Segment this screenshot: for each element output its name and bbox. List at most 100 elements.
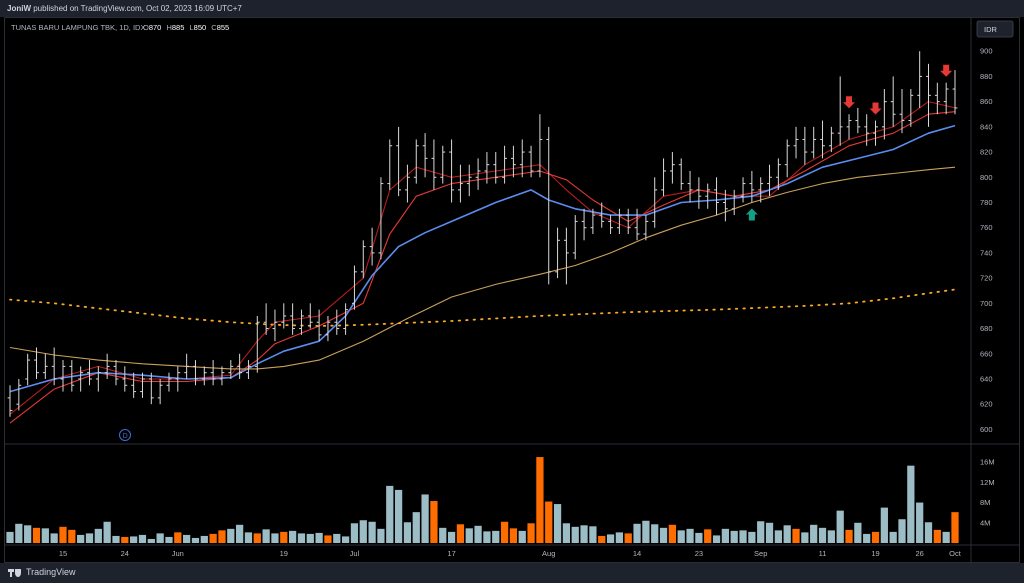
volume-bar xyxy=(571,526,579,543)
ohlc-bar xyxy=(767,164,772,197)
price-tick-label: 860 xyxy=(980,97,993,106)
volume-bar xyxy=(447,531,456,543)
price-axis: 600 620 640 660 680 700 720 740 760 780 800 820 840 8… xyxy=(980,47,993,434)
tradingview-logo-icon xyxy=(8,568,22,577)
volume-bar xyxy=(615,532,624,543)
ohlc-bar xyxy=(740,177,746,203)
legend-high-key: H xyxy=(166,23,171,32)
ohlc-bar xyxy=(369,227,375,266)
volume-bar xyxy=(704,529,712,543)
volume-bar xyxy=(774,530,782,543)
ohlc-bar xyxy=(237,353,243,379)
volume-bar xyxy=(244,532,253,543)
ohlc-bar xyxy=(890,76,896,127)
chart-canvas[interactable]: TUNAS BARU LAMPUNG TBK, 1D, IDX O870 H88… xyxy=(5,18,1019,562)
time-tick-label: 11 xyxy=(819,549,827,558)
ohlc-bar xyxy=(493,152,499,184)
volume-bar xyxy=(589,526,597,543)
volume-bar xyxy=(757,521,765,543)
ohlc-bar xyxy=(201,366,207,386)
ohlc-bar xyxy=(219,366,225,386)
volume-bar xyxy=(341,536,350,543)
price-tick-label: 840 xyxy=(980,122,993,131)
volume-bar xyxy=(68,529,76,543)
volume-bar xyxy=(333,533,341,543)
volume-bar xyxy=(739,530,747,543)
ohlc-bar xyxy=(263,303,269,335)
volume-bar xyxy=(633,523,641,543)
volume-bar xyxy=(236,524,244,543)
author-name[interactable]: JoniW xyxy=(7,4,31,13)
price-tick-label: 660 xyxy=(980,349,993,358)
price-tick-label: 700 xyxy=(980,299,993,308)
volume-bar xyxy=(606,534,615,543)
volume-bar xyxy=(695,532,703,543)
volume-bar xyxy=(377,528,385,543)
dividend-marker[interactable]: D xyxy=(119,429,131,441)
ohlc-bar xyxy=(343,303,349,335)
price-tick-label: 900 xyxy=(980,47,993,56)
dividend-marker-circle[interactable] xyxy=(119,429,131,441)
ohlc-bar xyxy=(555,227,560,279)
dividend-marker-label[interactable]: D xyxy=(123,433,128,440)
volume-bar xyxy=(227,528,235,543)
ohlc-bar xyxy=(793,126,799,159)
time-tick-label: 23 xyxy=(695,549,703,558)
ohlc-bar xyxy=(458,164,463,203)
ohlc-bar xyxy=(502,145,507,184)
volume-bar xyxy=(916,502,924,543)
volume-bar xyxy=(721,528,729,543)
ohlc-bar xyxy=(25,353,31,386)
price-tick-label: 800 xyxy=(980,173,993,182)
price-tick-label: 640 xyxy=(980,374,993,383)
volume-bar xyxy=(183,534,191,543)
price-tick-label: 720 xyxy=(980,274,993,283)
ohlc-bar xyxy=(157,378,163,405)
ohlc-bar xyxy=(405,164,410,203)
ohlc-bars xyxy=(7,51,958,417)
volume-bar xyxy=(218,530,226,543)
volume-bar xyxy=(456,524,465,543)
ohlc-bar xyxy=(246,360,251,379)
ohlc-bar xyxy=(599,202,605,228)
volume-bar xyxy=(174,532,182,543)
volume-tick-label: 16M xyxy=(980,458,995,467)
volume-bar xyxy=(527,523,535,543)
ohlc-bar xyxy=(616,208,622,234)
ohlc-bar xyxy=(952,70,958,115)
ohlc-bar xyxy=(316,309,322,342)
currency-selector[interactable]: IDR xyxy=(976,20,1014,38)
currency-selector-box[interactable] xyxy=(976,20,1014,38)
ohlc-bar xyxy=(528,145,534,178)
ohlc-bar xyxy=(775,158,781,190)
volume-bar xyxy=(465,528,473,543)
volume-bar xyxy=(518,530,526,543)
volume-bar xyxy=(6,531,14,543)
volume-bar xyxy=(651,524,659,543)
ohlc-bar xyxy=(608,215,613,234)
ohlc-bar xyxy=(784,139,790,178)
ohlc-bar xyxy=(634,208,640,241)
volume-bar xyxy=(130,536,138,543)
legend-low-key: L xyxy=(189,23,193,32)
ohlc-bar xyxy=(837,76,843,146)
ma-line-ma-blue xyxy=(9,124,956,393)
ohlc-bar xyxy=(581,208,587,241)
ohlc-bar xyxy=(572,215,578,260)
ohlc-bar xyxy=(290,303,296,335)
ohlc-bar xyxy=(749,170,755,203)
tradingview-logo[interactable]: TradingView xyxy=(8,567,76,577)
volume-bar xyxy=(500,521,509,543)
sell-arrow-icon xyxy=(869,102,882,115)
legend-symbol: TUNAS BARU LAMPUNG TBK, 1D, IDX xyxy=(11,23,145,32)
ohlc-bar xyxy=(175,366,181,392)
time-tick-label: Sep xyxy=(754,549,767,558)
footer-brand: TradingView xyxy=(26,567,76,577)
volume-bar xyxy=(598,535,606,543)
legend-close-value: 855 xyxy=(217,23,230,32)
ohlc-bar xyxy=(643,215,649,241)
ohlc-bar xyxy=(113,360,119,386)
volume-bar xyxy=(792,528,800,543)
ohlc-bar xyxy=(926,63,931,127)
currency-label[interactable]: IDR xyxy=(984,25,998,34)
